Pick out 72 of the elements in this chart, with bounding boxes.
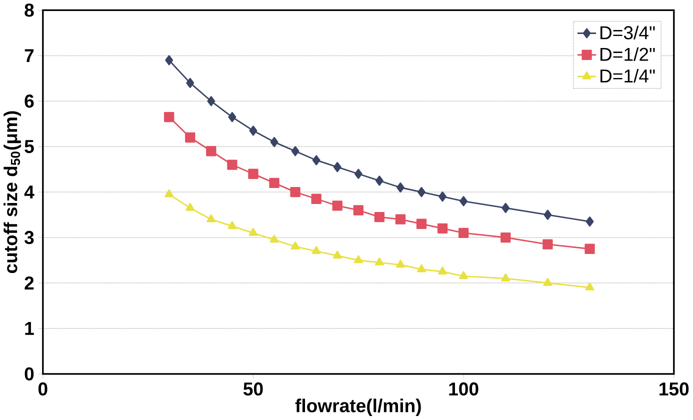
point: [270, 234, 279, 243]
point: [248, 228, 258, 236]
point: [290, 187, 300, 198]
point: [396, 182, 404, 193]
y-tick-label: 2: [24, 276, 34, 290]
legend-label: D=1/4": [600, 69, 655, 83]
point: [500, 232, 511, 243]
point: [228, 221, 237, 230]
point: [438, 192, 447, 202]
point: [332, 200, 342, 211]
point: [354, 255, 363, 264]
point: [459, 271, 468, 280]
y-tick-label: 6: [24, 94, 34, 108]
point: [186, 78, 194, 88]
point: [269, 178, 280, 188]
point: [437, 224, 448, 234]
point: [418, 187, 426, 198]
point: [543, 278, 552, 286]
point: [333, 162, 342, 172]
point: [502, 203, 510, 214]
x-tick-label: 150: [660, 382, 689, 396]
point: [165, 55, 174, 66]
point: [270, 137, 278, 148]
y-tick-label: 5: [24, 140, 34, 154]
point: [585, 282, 594, 291]
x-axis-title: flowrate(l/min): [295, 398, 421, 416]
point: [227, 160, 238, 170]
point: [311, 194, 322, 204]
point: [544, 210, 552, 220]
point: [374, 258, 384, 266]
legend-label: D=1/2": [600, 48, 655, 62]
y-tick-label: 3: [24, 231, 34, 244]
y-tick-label: 8: [24, 4, 34, 17]
point: [248, 168, 258, 180]
point: [542, 239, 553, 250]
y-tick-label: 1: [25, 322, 34, 336]
legend-label: D=3/4": [600, 26, 655, 40]
point: [374, 212, 384, 222]
point: [460, 196, 468, 206]
point: [353, 205, 364, 216]
point: [458, 228, 469, 238]
x-tick-label: 50: [243, 382, 263, 396]
x-tick-label: 100: [449, 382, 478, 396]
point: [206, 214, 216, 222]
point: [206, 146, 216, 156]
point: [164, 189, 174, 198]
point: [207, 96, 216, 106]
point: [185, 132, 196, 143]
y-axis-title: cutoff size d$_{50}$(μm): [4, 111, 21, 274]
point: [584, 244, 595, 254]
point: [228, 112, 236, 122]
point: [354, 168, 362, 180]
point: [586, 216, 594, 227]
y-tick-label: 4: [24, 186, 34, 199]
point: [291, 146, 300, 156]
point: [332, 250, 342, 259]
point: [249, 126, 258, 136]
point: [417, 264, 426, 272]
point: [186, 203, 195, 212]
point: [375, 176, 384, 186]
point: [290, 242, 300, 250]
y-tick-label: 7: [24, 49, 34, 62]
x-tick-label: 0: [38, 382, 48, 396]
point: [164, 112, 174, 122]
point: [438, 266, 448, 275]
point: [395, 214, 406, 225]
point: [501, 274, 510, 282]
point: [416, 218, 427, 230]
point: [396, 260, 405, 268]
point: [312, 155, 320, 166]
y-tick-label: 0: [24, 368, 34, 381]
point: [312, 246, 321, 254]
